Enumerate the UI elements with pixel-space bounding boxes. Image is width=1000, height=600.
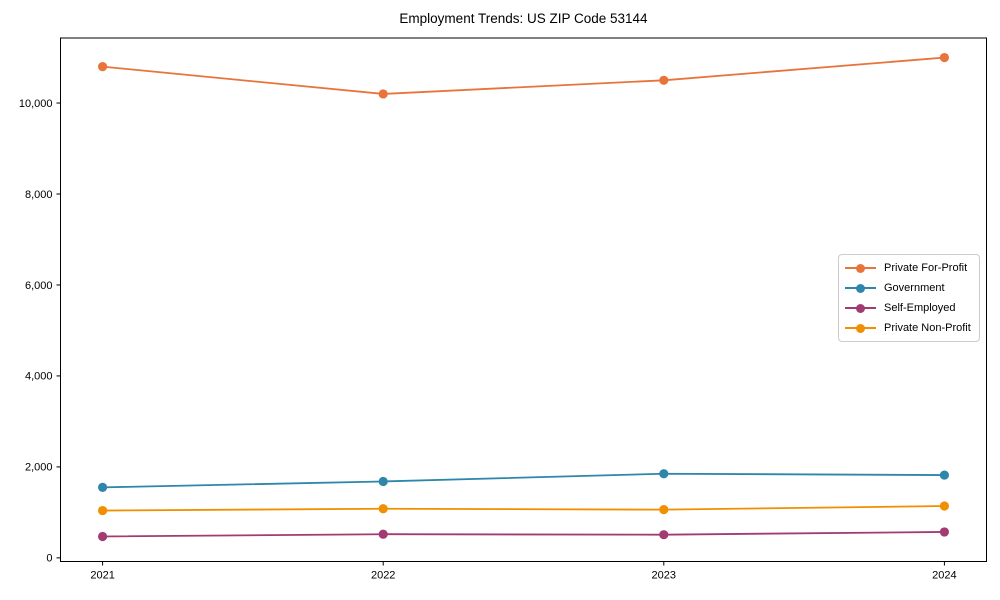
series-point: [97, 482, 108, 492]
series-point: [659, 469, 669, 479]
series-point: [97, 62, 108, 72]
legend-item-private-non-profit: Private Non-Profit: [845, 318, 973, 338]
axes-frame: [60, 37, 987, 562]
legend: Private For-Profit Government Self-Emplo…: [838, 254, 980, 342]
y-tick-label: 2,000: [25, 462, 53, 474]
chart-title: Employment Trends: US ZIP Code 53144: [399, 11, 648, 26]
y-tick-label: 10,000: [19, 98, 53, 110]
series-line: [102, 531, 945, 538]
series-point: [378, 504, 388, 514]
legend-marker-private-for-profit-icon: [845, 263, 876, 273]
series-point: [378, 529, 388, 539]
series-line: [102, 56, 945, 95]
series-point: [378, 89, 388, 99]
x-tick-label: 2024: [932, 570, 956, 582]
legend-label-self-employed: Self-Employed: [884, 302, 956, 314]
series-point: [939, 527, 950, 537]
legend-item-private-for-profit: Private For-Profit: [845, 258, 973, 278]
series-line: [102, 505, 945, 512]
x-tick-label: 2022: [371, 570, 395, 582]
legend-label-government: Government: [884, 282, 945, 294]
legend-label-private-for-profit: Private For-Profit: [884, 262, 968, 274]
series-point: [659, 505, 669, 515]
legend-item-self-employed: Self-Employed: [845, 298, 973, 318]
y-tick-label: 8,000: [25, 189, 53, 201]
series-point: [97, 531, 108, 542]
series-line: [102, 472, 945, 489]
legend-marker-self-employed-icon: [845, 303, 876, 313]
x-tick-label: 2021: [90, 570, 114, 582]
y-tick-label: 0: [46, 553, 52, 565]
series-point: [378, 476, 388, 487]
legend-marker-government-icon: [845, 283, 876, 293]
series-point: [939, 501, 950, 511]
series-point: [659, 530, 669, 540]
y-tick-label: 6,000: [25, 280, 53, 292]
x-tick-label: 2023: [652, 570, 676, 582]
legend-label-private-non-profit: Private Non-Profit: [884, 322, 971, 334]
series-point: [97, 505, 108, 516]
legend-item-government: Government: [845, 278, 973, 298]
series-point: [659, 75, 669, 85]
series-point: [939, 52, 950, 63]
y-tick-label: 4,000: [25, 371, 53, 383]
series-point: [939, 470, 950, 480]
legend-marker-private-non-profit-icon: [845, 323, 876, 333]
